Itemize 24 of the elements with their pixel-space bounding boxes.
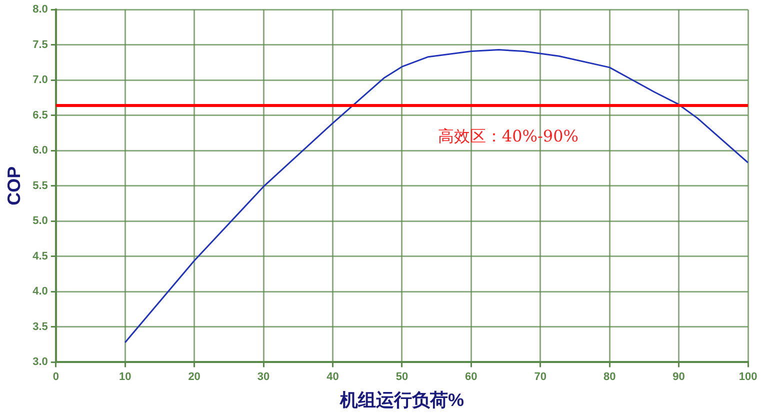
y-tick-label: 4.0	[32, 286, 48, 298]
x-tick-label: 50	[396, 370, 408, 383]
x-tick-label: 20	[188, 370, 200, 383]
y-tick-label: 6.0	[32, 144, 48, 157]
y-tick-label: 5.5	[32, 180, 48, 192]
y-axis-title: COP	[4, 166, 24, 206]
x-tick-label: 80	[603, 370, 616, 383]
y-tick-label: 6.5	[32, 109, 48, 122]
x-tick-label: 10	[118, 370, 132, 383]
x-tick-label: 30	[257, 370, 270, 383]
y-tick-label: 7.0	[32, 74, 48, 86]
y-tick-label: 3.0	[32, 356, 48, 368]
x-tick-label: 100	[738, 370, 758, 383]
y-tick-label: 3.5	[32, 320, 48, 333]
y-tick-label: 7.5	[32, 38, 48, 51]
y-tick-label: 4.5	[32, 250, 48, 262]
x-axis-title: 机组运行负荷%	[338, 390, 464, 410]
x-tick-label: 0	[52, 370, 59, 383]
x-tick-label: 60	[465, 370, 478, 383]
y-tick-label: 5.0	[32, 215, 48, 228]
x-tick-label: 90	[672, 370, 685, 383]
y-tick-label: 8.0	[32, 4, 48, 16]
x-tick-label: 40	[326, 370, 339, 383]
x-tick-label: 70	[534, 370, 546, 383]
